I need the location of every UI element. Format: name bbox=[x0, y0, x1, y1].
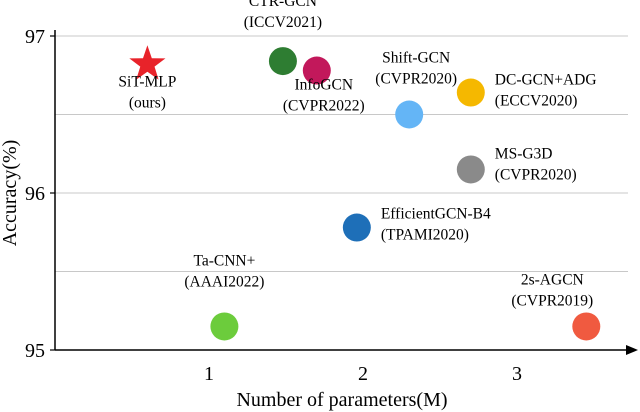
point-label-venue: (ECCV2020) bbox=[495, 93, 578, 110]
grid-lines bbox=[55, 35, 628, 272]
point-circle-marker bbox=[342, 213, 371, 242]
point-labels: SiT-MLP (ours) CTR-GCN (ICCV2021) InfoGCN (CV… bbox=[118, 0, 596, 309]
x-tick-label: 3 bbox=[512, 363, 522, 385]
point-label-name: DC-GCN+ADG bbox=[495, 72, 597, 89]
point-label-venue: (CVPR2020) bbox=[495, 166, 577, 183]
point-label-name: InfoGCN bbox=[295, 77, 354, 94]
y-axis-label: Accuracy(%) bbox=[0, 140, 21, 247]
x-tick-label: 1 bbox=[204, 363, 214, 385]
point-label-name: MS-G3D bbox=[495, 145, 553, 162]
point-label-venue: (AAAI2022) bbox=[184, 273, 264, 290]
point-label-name: Ta-CNN+ bbox=[193, 252, 255, 269]
point-circle-marker bbox=[210, 312, 239, 341]
point-circle-marker bbox=[456, 155, 485, 184]
y-tick-label: 97 bbox=[25, 26, 45, 48]
point-label-venue: (CVPR2020) bbox=[375, 71, 457, 88]
point-label-venue: (ours) bbox=[129, 94, 166, 111]
tick-labels: 95 96 97 1 2 3 bbox=[25, 26, 522, 385]
x-axis-arrow bbox=[626, 345, 638, 355]
point-label-name: EfficientGCN-B4 bbox=[381, 206, 491, 223]
point-circle-marker bbox=[395, 100, 424, 129]
point-label-venue: (ICCV2021) bbox=[244, 14, 322, 31]
y-tick-label: 95 bbox=[25, 340, 45, 362]
point-circle-marker bbox=[302, 56, 331, 85]
data-points bbox=[129, 45, 601, 341]
axes bbox=[54, 30, 638, 355]
point-label-name: 2s-AGCN bbox=[521, 271, 584, 288]
point-circle-marker bbox=[572, 312, 601, 341]
point-circle-marker bbox=[456, 78, 485, 107]
point-label-venue: (TPAMI2020) bbox=[381, 227, 469, 244]
point-label-venue: (CVPR2022) bbox=[283, 98, 365, 115]
point-label-name: SiT-MLP bbox=[118, 73, 176, 90]
point-star-marker bbox=[129, 45, 166, 80]
x-axis-label: Number of parameters(M) bbox=[236, 389, 447, 411]
point-label-name: Shift-GCN bbox=[382, 50, 450, 67]
point-label-venue: (CVPR2019) bbox=[511, 292, 593, 309]
x-tick-label: 2 bbox=[358, 363, 368, 385]
point-circle-marker bbox=[268, 47, 297, 76]
point-label-name: CTR-GCN bbox=[249, 0, 317, 10]
y-tick-label: 96 bbox=[25, 183, 45, 205]
